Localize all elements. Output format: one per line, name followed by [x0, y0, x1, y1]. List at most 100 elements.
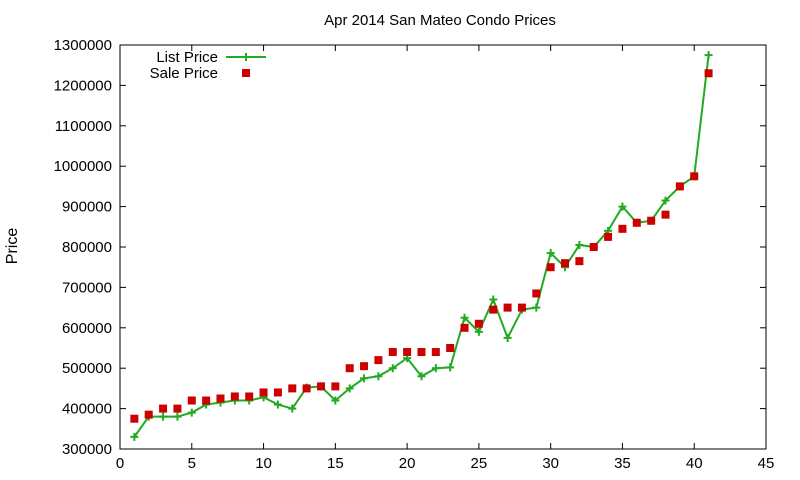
sale-price-point [675, 182, 684, 191]
legend-label: List Price [156, 49, 218, 66]
list-price-point [130, 432, 139, 441]
legend-marker [242, 53, 250, 61]
list-price-point [532, 303, 541, 312]
y-tick-label: 1000000 [54, 158, 112, 175]
y-tick-label: 700000 [62, 279, 112, 296]
sale-price-point [446, 344, 455, 352]
sale-price-point [575, 257, 584, 266]
sale-price-point [388, 348, 397, 357]
list-price-point [446, 363, 455, 372]
list-price-point [273, 400, 282, 409]
list-price-point [360, 374, 369, 383]
sale-price-point [517, 303, 526, 312]
sale-price-point [618, 224, 627, 233]
sale-price-point [159, 404, 168, 413]
list-price-point [417, 372, 426, 381]
x-tick-label: 10 [255, 455, 272, 472]
list-price-point [388, 364, 397, 373]
sale-price-point [259, 388, 268, 397]
chart-title: Apr 2014 San Mateo Condo Prices [324, 12, 556, 29]
list-price-point [503, 333, 512, 342]
sale-price-point [561, 259, 570, 268]
sale-price-point [604, 232, 613, 241]
plot-area: 0 5 10 15 20 25 30 35 40 45 300000 400000 500000 6000… [54, 37, 775, 472]
legend-label: Sale Price [150, 65, 218, 82]
x-tick-label: 0 [116, 455, 124, 472]
y-tick-label: 500000 [62, 360, 112, 377]
sale-price-point [489, 305, 498, 314]
sale-price-point [690, 172, 699, 181]
sale-price-point [130, 414, 139, 423]
sale-price-point [546, 263, 555, 272]
sale-price-point [403, 348, 412, 357]
sale-price-point [360, 362, 369, 371]
x-tick-label: 15 [327, 455, 344, 472]
sale-price-point [316, 382, 325, 391]
axis-ticks: 0 5 10 15 20 25 30 35 40 45 300000 400000 500000 6000… [54, 37, 775, 472]
sale-price-point [632, 218, 641, 227]
y-tick-label: 400000 [62, 401, 112, 418]
list-price-point [187, 408, 196, 417]
list-price-point [345, 384, 354, 393]
x-tick-label: 30 [542, 455, 559, 472]
sale-price-point [532, 289, 541, 298]
sale-price-point [417, 348, 426, 357]
sale-price-point [302, 384, 311, 393]
y-tick-label: 1200000 [54, 77, 112, 94]
list-price-point [474, 327, 483, 336]
list-price-point [431, 364, 440, 373]
list-price-point [460, 313, 469, 322]
y-tick-label: 800000 [62, 239, 112, 256]
sale-price-point [216, 394, 225, 403]
sale-price-point [230, 392, 239, 401]
legend-marker [242, 69, 250, 77]
legend-item-sale-price: Sale Price [150, 65, 250, 82]
x-tick-label: 5 [188, 455, 196, 472]
y-tick-label: 1100000 [55, 118, 112, 135]
x-tick-label: 40 [686, 455, 703, 472]
list-price-point [173, 412, 182, 421]
plot-frame [119, 44, 767, 450]
list-price-point [704, 51, 713, 60]
y-tick-label: 600000 [62, 320, 112, 337]
list-price-point [331, 396, 340, 405]
sale-price-point [647, 216, 656, 225]
sale-price-point [460, 323, 469, 332]
list-price-point [489, 295, 498, 304]
sale-price-point [503, 303, 512, 312]
sale-price-point [345, 364, 354, 373]
y-tick-label: 900000 [62, 199, 112, 216]
list-price-point [618, 202, 627, 211]
sale-price-point [187, 396, 196, 405]
series-list-price [130, 51, 713, 441]
list-price-point [159, 412, 168, 421]
sale-price-point [273, 388, 282, 397]
sale-price-point [661, 210, 670, 219]
y-tick-label: 300000 [62, 441, 112, 458]
sale-price-point [474, 319, 483, 328]
sale-price-point [202, 396, 211, 405]
sale-price-point [431, 348, 440, 357]
sale-price-point [589, 243, 598, 251]
x-tick-label: 45 [758, 455, 775, 472]
list-price-point [661, 196, 670, 205]
list-price-point [288, 404, 297, 413]
y-tick-label: 1300000 [54, 37, 112, 54]
list-price-point [575, 240, 584, 249]
list-price-point [546, 249, 555, 258]
x-tick-label: 25 [471, 455, 488, 472]
sale-price-point [374, 356, 383, 365]
legend-item-list-price: List Price [156, 49, 266, 66]
sale-price-point [331, 382, 340, 391]
series-sale-price [130, 69, 713, 423]
list-price-point [374, 372, 383, 381]
sale-price-point [245, 392, 254, 401]
y-axis-label: Price [4, 228, 21, 265]
sale-price-point [704, 69, 713, 78]
sale-price-point [288, 384, 297, 393]
x-tick-label: 35 [614, 455, 631, 472]
x-tick-label: 20 [399, 455, 416, 472]
sale-price-point [144, 410, 153, 419]
